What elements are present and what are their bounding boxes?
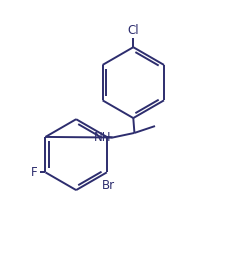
Text: NH: NH — [94, 131, 111, 144]
Text: Br: Br — [101, 179, 114, 192]
Text: Cl: Cl — [127, 24, 139, 37]
Text: F: F — [31, 166, 37, 179]
